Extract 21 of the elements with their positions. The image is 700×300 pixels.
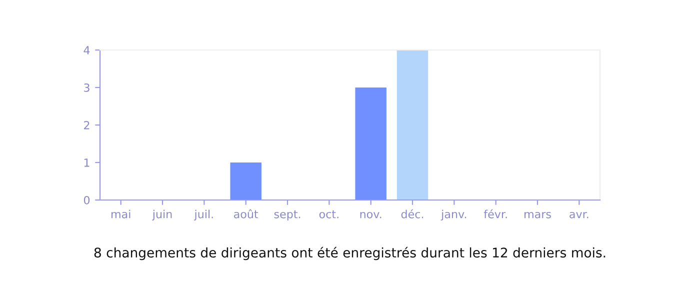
x-tick-label: janv.	[440, 210, 466, 220]
x-tick-label: mars	[524, 212, 551, 218]
x-tick-label: avr.	[570, 212, 588, 218]
x-tick-label: juin	[152, 210, 172, 220]
x-tick-label: sept.	[274, 210, 300, 220]
y-tick-label: 1	[84, 158, 90, 167]
x-tick-label: août	[234, 209, 258, 218]
x-tick-label: déc.	[401, 209, 424, 218]
y-tick-label: 4	[84, 46, 90, 54]
x-tick-label: oct.	[319, 210, 338, 218]
x-tick-label: mai	[111, 210, 130, 218]
bar	[230, 162, 262, 200]
x-tick-label: juil.	[194, 210, 213, 220]
x-tick-label: nov.	[360, 212, 382, 218]
y-tick-label: 2	[84, 120, 90, 130]
text: 8 changements de dirigeants ont été enregistrés durant les 12 derniers mois.	[94, 246, 606, 260]
y-tick-label: 3	[84, 83, 90, 92]
x-tick-label: févr.	[484, 209, 507, 218]
bar	[355, 88, 386, 200]
y-tick-label: 0	[84, 196, 90, 204]
bar	[396, 50, 428, 200]
